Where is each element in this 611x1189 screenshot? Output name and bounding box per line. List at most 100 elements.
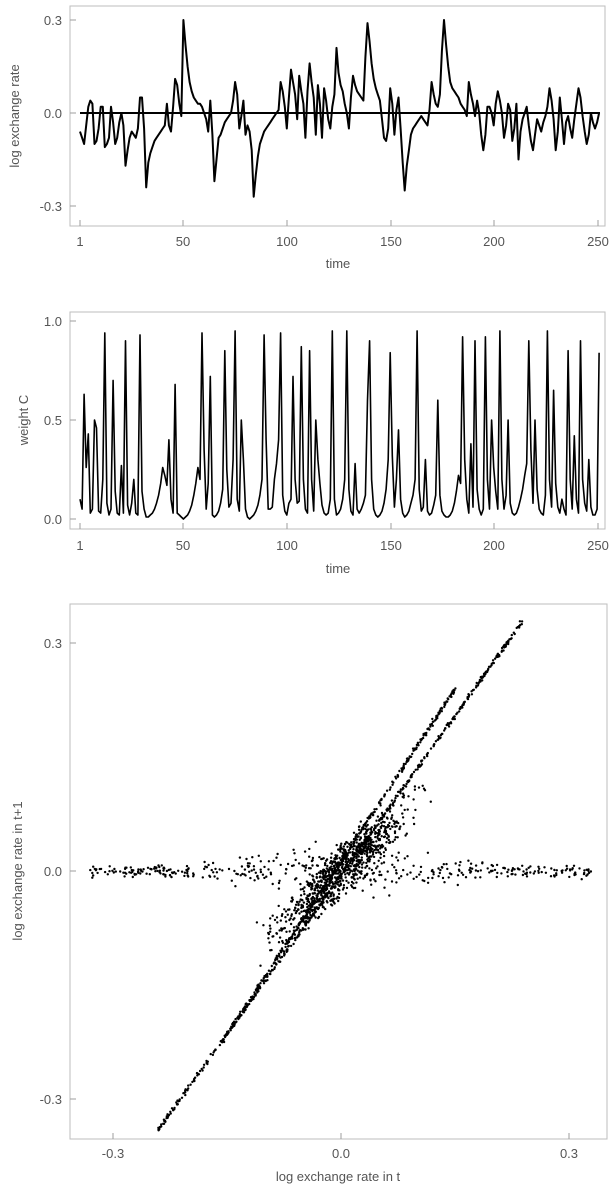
scatter-point-1105 (293, 878, 297, 881)
scatter-point-877 (221, 1040, 224, 1044)
scatter-point-1119 (243, 868, 247, 871)
scatter-point-1805 (397, 821, 400, 825)
scatter-point-818 (297, 927, 300, 930)
scatter-point-365 (275, 963, 278, 966)
scatter-point-2020 (413, 785, 417, 788)
scatter-point-2069 (277, 904, 280, 908)
scatter-point-1289 (537, 871, 540, 874)
scatter-point-450 (166, 1115, 170, 1118)
scatter-point-327 (477, 682, 480, 685)
scatter-point-2193 (422, 787, 426, 790)
scatter-point-1216 (582, 872, 586, 876)
chart2-x-tick-label-1: 50 (176, 538, 190, 553)
scatter-point-944 (304, 869, 307, 872)
scatter-point-1271 (119, 870, 122, 873)
scatter-point-938 (543, 866, 546, 869)
scatter-point-331 (405, 782, 408, 786)
scatter-point-1534 (324, 907, 327, 911)
scatter-point-1214 (574, 871, 577, 874)
scatter-point-1767 (339, 872, 343, 875)
scatter-point-470 (163, 1119, 166, 1123)
scatter-point-993 (103, 870, 107, 874)
scatter-point-1838 (354, 872, 357, 875)
scatter-point-1234 (441, 876, 445, 880)
scatter-point-1961 (378, 838, 382, 842)
scatter-point-1091 (378, 870, 381, 873)
scatter-point-1816 (278, 936, 282, 939)
scatter-point-1818 (347, 873, 351, 876)
scatter-point-1849 (382, 854, 386, 858)
scatter-point-2108 (275, 954, 279, 957)
scatter-point-1239 (297, 862, 301, 865)
scatter-point-853 (404, 762, 407, 766)
scatter-point-792 (359, 830, 363, 833)
scatter-point-1307 (571, 867, 574, 870)
scatter-point-1901 (319, 889, 323, 892)
scatter-point-1871 (376, 835, 379, 838)
scatter-point-1235 (92, 865, 95, 868)
scatter-point-503 (456, 711, 459, 714)
scatter-point-1743 (366, 823, 369, 827)
scatter-point-77 (202, 1066, 205, 1069)
scatter-point-627 (448, 695, 451, 698)
scatter-point-1996 (360, 856, 363, 859)
scatter-point-1227 (157, 864, 160, 867)
scatter-point-858 (411, 752, 414, 756)
scatter-point-14 (481, 679, 484, 682)
scatter-point-507 (307, 921, 310, 924)
chart1-y-axis-label: log exchange rate (7, 64, 22, 167)
scatter-point-2083 (306, 897, 310, 901)
scatter-point-2180 (280, 914, 284, 918)
scatter-point-1726 (356, 877, 359, 880)
scatter-point-1808 (270, 948, 273, 952)
chart1-y-tick-label-0: 0.3 (44, 13, 62, 28)
scatter-point-1025 (221, 869, 224, 872)
scatter-point-1979 (339, 882, 342, 885)
scatter-point-1638 (317, 915, 321, 919)
scatter-point-662 (438, 711, 441, 714)
scatter-point-1830 (311, 905, 314, 908)
scatter-point-988 (165, 869, 169, 873)
scatter-point-1268 (192, 873, 195, 876)
scatter-point-692 (232, 1024, 235, 1027)
scatter-point-1650 (286, 908, 290, 911)
scatter-point-1868 (322, 901, 325, 904)
scatter-point-1944 (352, 844, 356, 847)
scatter-point-1285 (437, 875, 440, 878)
scatter-point-1702 (297, 903, 300, 907)
scatter-point-2126 (354, 864, 357, 867)
scatter-point-2068 (355, 881, 358, 884)
scatter-point-1098 (112, 871, 116, 874)
scatter-point-845 (443, 701, 446, 704)
scatter-point-283 (175, 1101, 178, 1104)
scatter-point-1096 (366, 851, 369, 855)
scatter-point-2041 (305, 880, 309, 883)
scatter-point-2023 (311, 909, 314, 913)
scatter-point-2148 (345, 855, 348, 858)
scatter-point-2056 (355, 859, 358, 863)
scatter-point-1068 (457, 868, 461, 871)
scatter-point-1710 (271, 914, 274, 917)
scatter-point-78 (518, 620, 522, 623)
scatter-point-1076 (171, 871, 174, 875)
scatter-point-968 (537, 869, 540, 873)
scatter-point-1472 (311, 878, 315, 881)
scatter-point-1190 (128, 871, 131, 874)
scatter-point-1812 (371, 850, 375, 853)
scatter-point-815 (446, 700, 449, 703)
scatter-point-1904 (318, 898, 321, 901)
scatter-point-2153 (341, 865, 344, 869)
scatter-point-1106 (409, 871, 412, 874)
scatter-point-2014 (349, 846, 352, 849)
scatter-point-1948 (267, 937, 270, 940)
scatter-point-2021 (360, 851, 363, 855)
scatter-point-2043 (312, 913, 315, 916)
scatter-point-925 (506, 870, 509, 874)
scatter-point-1609 (293, 909, 296, 912)
scatter-point-1741 (342, 845, 345, 848)
scatter-point-443 (510, 633, 513, 637)
scatter-point-1224 (204, 865, 207, 868)
scatter-point-2105 (320, 893, 323, 897)
scatter-point-1602 (314, 884, 317, 887)
scatter-point-1833 (352, 848, 355, 851)
